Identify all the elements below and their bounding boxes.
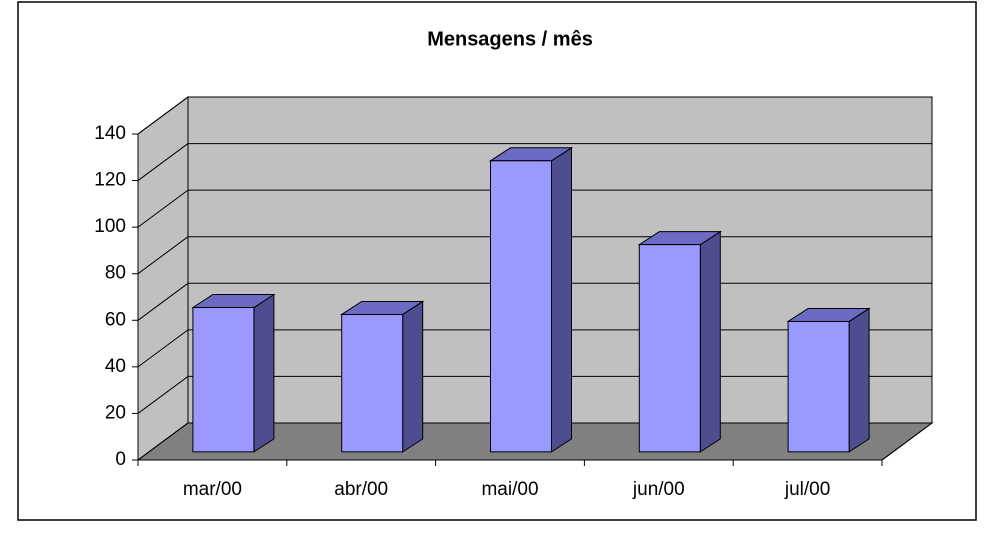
y-tick-label: 80 bbox=[105, 263, 126, 284]
x-tick-label: jul/00 bbox=[784, 479, 830, 500]
bar bbox=[638, 244, 701, 453]
x-tick-label: mai/00 bbox=[481, 479, 538, 500]
grid-line bbox=[137, 422, 189, 461]
bar bbox=[490, 160, 552, 453]
grid-line bbox=[137, 282, 189, 321]
bar-side bbox=[402, 300, 424, 453]
x-tick-label: abr/00 bbox=[334, 479, 388, 500]
bar-side bbox=[848, 307, 870, 453]
grid-line bbox=[137, 376, 189, 414]
y-tick-label: 40 bbox=[105, 356, 126, 377]
side-wall bbox=[137, 96, 189, 461]
bar bbox=[341, 313, 404, 453]
chart-title: Mensagens / mês bbox=[427, 28, 593, 50]
x-axis-depth bbox=[881, 422, 933, 461]
y-tick-label: 60 bbox=[105, 309, 126, 330]
x-tick-label: mar/00 bbox=[183, 479, 242, 500]
bar-side bbox=[699, 230, 721, 453]
bar-side bbox=[551, 146, 572, 453]
y-tick-label: 20 bbox=[105, 402, 126, 423]
grid-line bbox=[137, 96, 189, 135]
y-tick-label: 100 bbox=[94, 216, 126, 237]
y-tick-label: 120 bbox=[94, 170, 126, 191]
bar bbox=[787, 320, 850, 453]
grid-line bbox=[137, 329, 189, 368]
y-tick-label: 0 bbox=[115, 449, 126, 470]
x-tick-label: jun/00 bbox=[632, 479, 685, 500]
bar bbox=[192, 306, 255, 453]
bar-side bbox=[253, 293, 275, 453]
grid-line bbox=[137, 143, 189, 181]
y-tick-label: 140 bbox=[94, 123, 126, 144]
grid-line bbox=[137, 236, 189, 275]
grid-line bbox=[137, 189, 189, 228]
